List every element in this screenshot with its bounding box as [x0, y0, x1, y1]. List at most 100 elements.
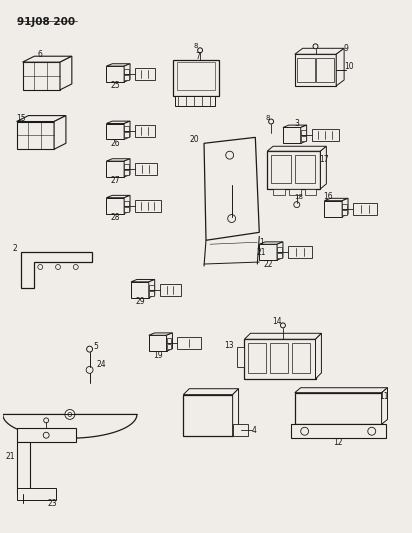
Polygon shape — [259, 244, 277, 260]
Polygon shape — [321, 146, 326, 189]
Bar — [124, 164, 129, 169]
Polygon shape — [283, 127, 301, 143]
Bar — [135, 163, 157, 175]
Polygon shape — [124, 121, 130, 139]
Bar — [149, 285, 154, 290]
Polygon shape — [106, 66, 124, 82]
Polygon shape — [277, 242, 283, 260]
Bar — [292, 343, 309, 373]
Bar — [135, 200, 161, 212]
Circle shape — [294, 201, 300, 208]
Polygon shape — [106, 159, 130, 161]
Text: 8: 8 — [194, 43, 199, 50]
Polygon shape — [183, 389, 239, 394]
Text: 15: 15 — [16, 114, 26, 123]
Circle shape — [65, 409, 75, 419]
Text: 5: 5 — [93, 342, 98, 351]
Circle shape — [368, 427, 376, 435]
Circle shape — [313, 44, 318, 49]
Bar — [244, 339, 316, 379]
Circle shape — [269, 119, 274, 124]
Bar — [178, 62, 215, 90]
Polygon shape — [267, 146, 326, 151]
Bar — [16, 442, 30, 494]
Bar — [16, 429, 76, 442]
Text: 19: 19 — [153, 351, 162, 360]
Text: 10: 10 — [344, 62, 354, 70]
Polygon shape — [60, 56, 72, 90]
Circle shape — [281, 323, 286, 328]
Bar — [353, 203, 377, 215]
Text: 14: 14 — [272, 317, 282, 326]
Text: 26: 26 — [110, 139, 120, 148]
Bar — [233, 424, 248, 436]
Text: 29: 29 — [135, 297, 145, 306]
Text: 27: 27 — [110, 176, 120, 185]
Bar — [183, 394, 233, 436]
Bar — [124, 201, 129, 206]
Text: 28: 28 — [110, 213, 120, 222]
Polygon shape — [106, 161, 124, 177]
Bar — [248, 343, 266, 373]
Bar — [273, 189, 285, 195]
Bar — [124, 207, 129, 212]
Text: 24: 24 — [97, 360, 106, 369]
Polygon shape — [295, 49, 344, 54]
Circle shape — [73, 264, 78, 270]
Bar — [297, 58, 314, 82]
Polygon shape — [124, 64, 130, 82]
Bar — [166, 344, 171, 349]
Polygon shape — [23, 62, 60, 90]
Text: 11: 11 — [379, 392, 389, 401]
Polygon shape — [324, 201, 342, 216]
Text: 12: 12 — [333, 438, 343, 447]
Text: 13: 13 — [224, 341, 234, 350]
Polygon shape — [106, 121, 130, 124]
Polygon shape — [295, 54, 336, 86]
Polygon shape — [106, 198, 124, 214]
Polygon shape — [106, 124, 124, 139]
Polygon shape — [16, 122, 54, 149]
Polygon shape — [204, 138, 259, 240]
Bar — [135, 68, 154, 80]
Polygon shape — [149, 279, 154, 297]
Bar — [124, 132, 129, 138]
Text: 6: 6 — [38, 50, 43, 59]
Text: 18: 18 — [294, 193, 303, 200]
Polygon shape — [342, 198, 348, 216]
Circle shape — [38, 264, 43, 270]
Polygon shape — [283, 125, 307, 127]
Polygon shape — [336, 49, 344, 86]
Bar — [236, 347, 244, 367]
Polygon shape — [124, 196, 130, 214]
Polygon shape — [3, 415, 137, 438]
Polygon shape — [166, 333, 173, 351]
Text: 91J08 200: 91J08 200 — [16, 17, 75, 27]
Circle shape — [86, 367, 93, 374]
Bar — [277, 253, 282, 258]
Text: 1: 1 — [259, 238, 264, 247]
Circle shape — [68, 413, 72, 416]
Bar — [291, 424, 386, 438]
Bar — [271, 155, 291, 183]
Polygon shape — [16, 116, 66, 122]
Text: 23: 23 — [47, 499, 57, 508]
Polygon shape — [316, 333, 321, 379]
Polygon shape — [301, 125, 307, 143]
Text: 4: 4 — [252, 426, 257, 435]
Text: 21: 21 — [6, 451, 15, 461]
Circle shape — [56, 264, 61, 270]
Polygon shape — [131, 279, 154, 282]
Bar — [173, 60, 219, 96]
Bar — [16, 488, 56, 499]
Polygon shape — [259, 242, 283, 244]
Bar — [178, 337, 201, 349]
Bar — [311, 130, 339, 141]
Circle shape — [87, 346, 93, 352]
Polygon shape — [106, 196, 130, 198]
Bar — [166, 338, 171, 343]
Polygon shape — [382, 387, 388, 424]
Bar — [124, 75, 129, 80]
Bar — [342, 204, 347, 208]
Text: 20: 20 — [190, 135, 199, 144]
